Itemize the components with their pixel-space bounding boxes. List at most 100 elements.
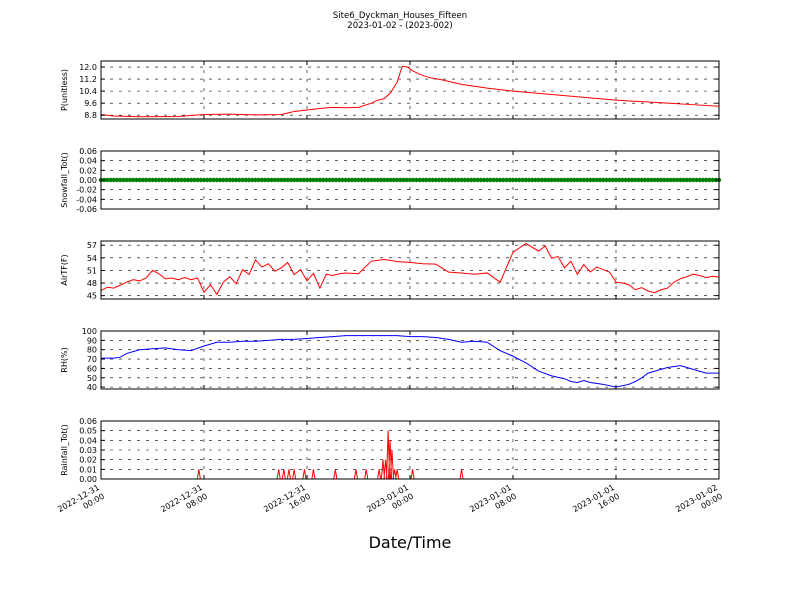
x-tick-label: 2022-12-3108:00 — [159, 483, 209, 523]
series-point — [497, 177, 503, 183]
series-point — [243, 177, 249, 183]
series-point — [523, 177, 529, 183]
series-point — [137, 177, 142, 183]
series-point — [314, 177, 319, 183]
series-point — [430, 177, 435, 183]
series-point — [485, 177, 490, 183]
series-point — [195, 177, 200, 183]
series-point — [678, 177, 683, 183]
series-point — [642, 177, 648, 183]
series-point — [114, 177, 120, 183]
y-tick-label: 80 — [87, 346, 97, 355]
series-point — [629, 177, 635, 183]
series-point — [542, 177, 548, 183]
series-point — [398, 177, 403, 183]
series-point — [533, 177, 538, 183]
panel-2: -0.06-0.04-0.020.000.020.040.06 Snowfall_… — [60, 147, 722, 214]
series-point — [176, 177, 181, 183]
series-point — [233, 177, 239, 183]
series-point — [417, 177, 422, 183]
series-point — [649, 177, 654, 183]
series-point — [391, 177, 397, 183]
series-point — [652, 177, 657, 183]
series-point — [594, 177, 599, 183]
series-point — [279, 177, 284, 183]
series-point — [288, 177, 294, 183]
series-point — [552, 177, 558, 183]
y-tick-label: 0.02 — [79, 456, 97, 465]
series-point — [382, 177, 387, 183]
series-point — [671, 177, 677, 183]
y-tick-label: 70 — [87, 355, 97, 364]
series-point — [530, 177, 535, 183]
series-point — [565, 177, 570, 183]
series-point — [340, 177, 345, 183]
series-point — [330, 177, 335, 183]
series-point — [108, 177, 113, 183]
series-point — [324, 177, 329, 183]
y-tick-label: 45 — [87, 292, 97, 301]
panel-3: 45 48 51 54 57 AirTF(F) — [60, 240, 720, 301]
y-tick-label: -0.06 — [76, 205, 97, 214]
series-point — [607, 177, 612, 183]
y-tick-label: 0.00 — [79, 176, 97, 185]
series-point — [118, 177, 123, 183]
series-point — [221, 177, 226, 183]
series-point — [134, 177, 139, 183]
series-point — [420, 177, 426, 183]
series-point — [205, 177, 210, 183]
x-tick-label: 2022-12-3100:00 — [56, 483, 106, 523]
series-point — [546, 177, 551, 183]
series-point — [327, 177, 332, 183]
series-point — [369, 177, 374, 183]
series-point — [262, 177, 268, 183]
series-point — [217, 177, 223, 183]
series-point — [163, 177, 168, 183]
y-tick-label: 9.6 — [84, 99, 97, 108]
series-point — [449, 177, 455, 183]
series-point — [559, 177, 564, 183]
chart-title: Site6_Dyckman_Houses_Fifteen — [332, 11, 468, 21]
series-point — [510, 177, 516, 183]
series-point — [230, 177, 236, 183]
series-line — [100, 65, 720, 118]
x-tick-label: 2022-12-3116:00 — [262, 483, 312, 523]
series-point — [568, 177, 574, 183]
series-point — [311, 177, 316, 183]
y-tick-label: 48 — [87, 279, 97, 288]
series-point — [365, 177, 371, 183]
series-point — [317, 177, 323, 183]
series-point — [130, 177, 136, 183]
series-point — [308, 177, 313, 183]
series-point — [697, 177, 702, 183]
series-point — [691, 177, 696, 183]
series-point — [478, 177, 484, 183]
series-point — [710, 177, 715, 183]
series-point — [266, 177, 271, 183]
series-point — [623, 177, 628, 183]
series-point — [143, 177, 149, 183]
series-point — [182, 177, 187, 183]
chart-title-block: Site6_Dyckman_Houses_Fifteen 2023-01-02 … — [0, 11, 800, 31]
series-point — [411, 177, 416, 183]
series-point — [459, 177, 464, 183]
series-point — [536, 177, 541, 183]
series-point — [549, 177, 554, 183]
series-point — [578, 177, 583, 183]
y-tick-label: -0.02 — [76, 186, 97, 195]
panel-1: 8.8 9.6 10.4 11.2 12.0 P(unitless) — [60, 60, 720, 120]
x-tick-label: 2023-01-0108:00 — [468, 483, 518, 523]
x-tick-label: 2023-01-0116:00 — [571, 483, 621, 523]
series-point — [456, 177, 461, 183]
series-point — [385, 177, 390, 183]
series-point — [227, 177, 232, 183]
series-point — [668, 177, 673, 183]
y-tick-label: -0.04 — [76, 195, 97, 204]
series-point — [645, 177, 651, 183]
series-point — [491, 177, 496, 183]
series-point — [275, 177, 281, 183]
series-point — [378, 177, 384, 183]
series-point — [159, 177, 165, 183]
y-tick-label: 0.04 — [79, 436, 97, 445]
series-point — [427, 177, 432, 183]
